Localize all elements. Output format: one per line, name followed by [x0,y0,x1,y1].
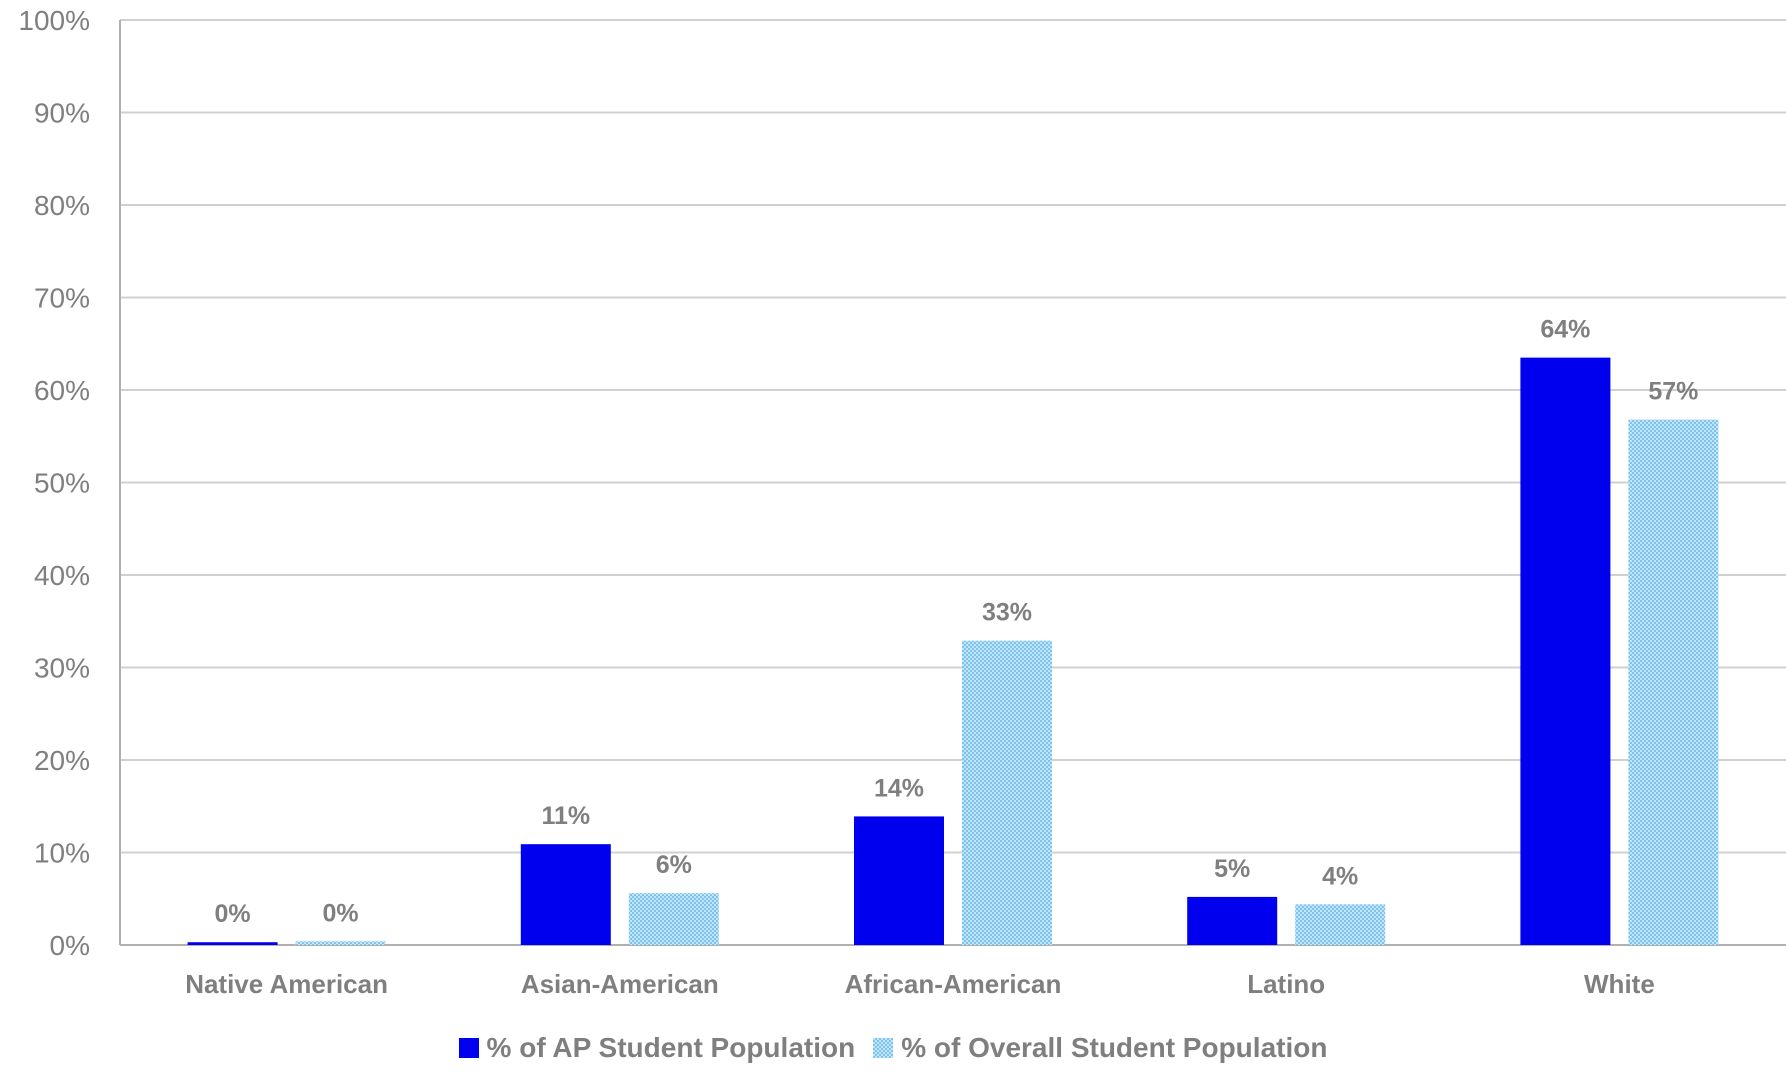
data-label: 6% [656,851,692,879]
data-label: 0% [215,900,251,928]
legend-label-overall: % of Overall Student Population [901,1032,1328,1063]
y-tick-label: 80% [34,190,90,221]
y-tick-label: 70% [34,283,90,314]
bar-overall [295,941,386,945]
bar-overall [1628,419,1719,946]
legend-item-ap: % of AP Student Population [458,1032,856,1064]
legend-swatch-overall [873,1038,894,1058]
x-category-label: Native American [185,969,388,999]
y-tick-label: 10% [34,838,90,869]
legend-label-ap: % of AP Student Population [486,1032,856,1063]
legend-swatch-ap [458,1038,479,1058]
data-label: 14% [874,774,924,802]
data-label: 0% [323,899,359,927]
y-tick-label: 100% [18,5,90,36]
data-label: 57% [1648,378,1698,406]
y-tick-label: 20% [34,745,90,776]
data-label: 4% [1322,862,1358,890]
bar-ap [520,844,611,945]
gridlines [120,19,1786,946]
data-labels: 0% 0% 11% 6% 14% 33% 5% 4% 64% 57% [215,316,1699,929]
y-tick-label: 50% [34,468,90,499]
x-axis-labels: Native American Asian-American African-Ame… [185,969,1655,999]
bars [187,357,1719,946]
x-category-label: Asian-American [521,969,719,999]
y-tick-label: 40% [34,560,90,591]
y-tick-label: 90% [34,98,90,129]
legend-item-overall: % of Overall Student Population [873,1032,1327,1064]
data-label: 5% [1214,855,1250,883]
bar-ap [1520,357,1611,945]
y-axis: 0% 10% 20% 30% 40% 50% 60% 70% 80% 90% 100% [18,5,121,961]
legend: % of AP Student Population % of Overall … [0,1028,1786,1068]
x-category-label: African-American [845,969,1062,999]
data-label: 64% [1540,316,1590,344]
data-label: 33% [982,599,1032,627]
y-tick-label: 60% [34,375,90,406]
x-category-label: Latino [1247,969,1325,999]
bar-overall [1295,904,1386,945]
x-category-label: White [1584,969,1655,999]
bar-ap [854,816,944,945]
data-label: 11% [541,802,590,830]
bar-ap [187,942,278,945]
y-tick-label: 30% [34,653,90,684]
y-tick-label: 0% [50,930,90,961]
bar-overall [628,893,719,945]
bar-overall [962,640,1052,945]
bar-ap [1187,896,1278,945]
